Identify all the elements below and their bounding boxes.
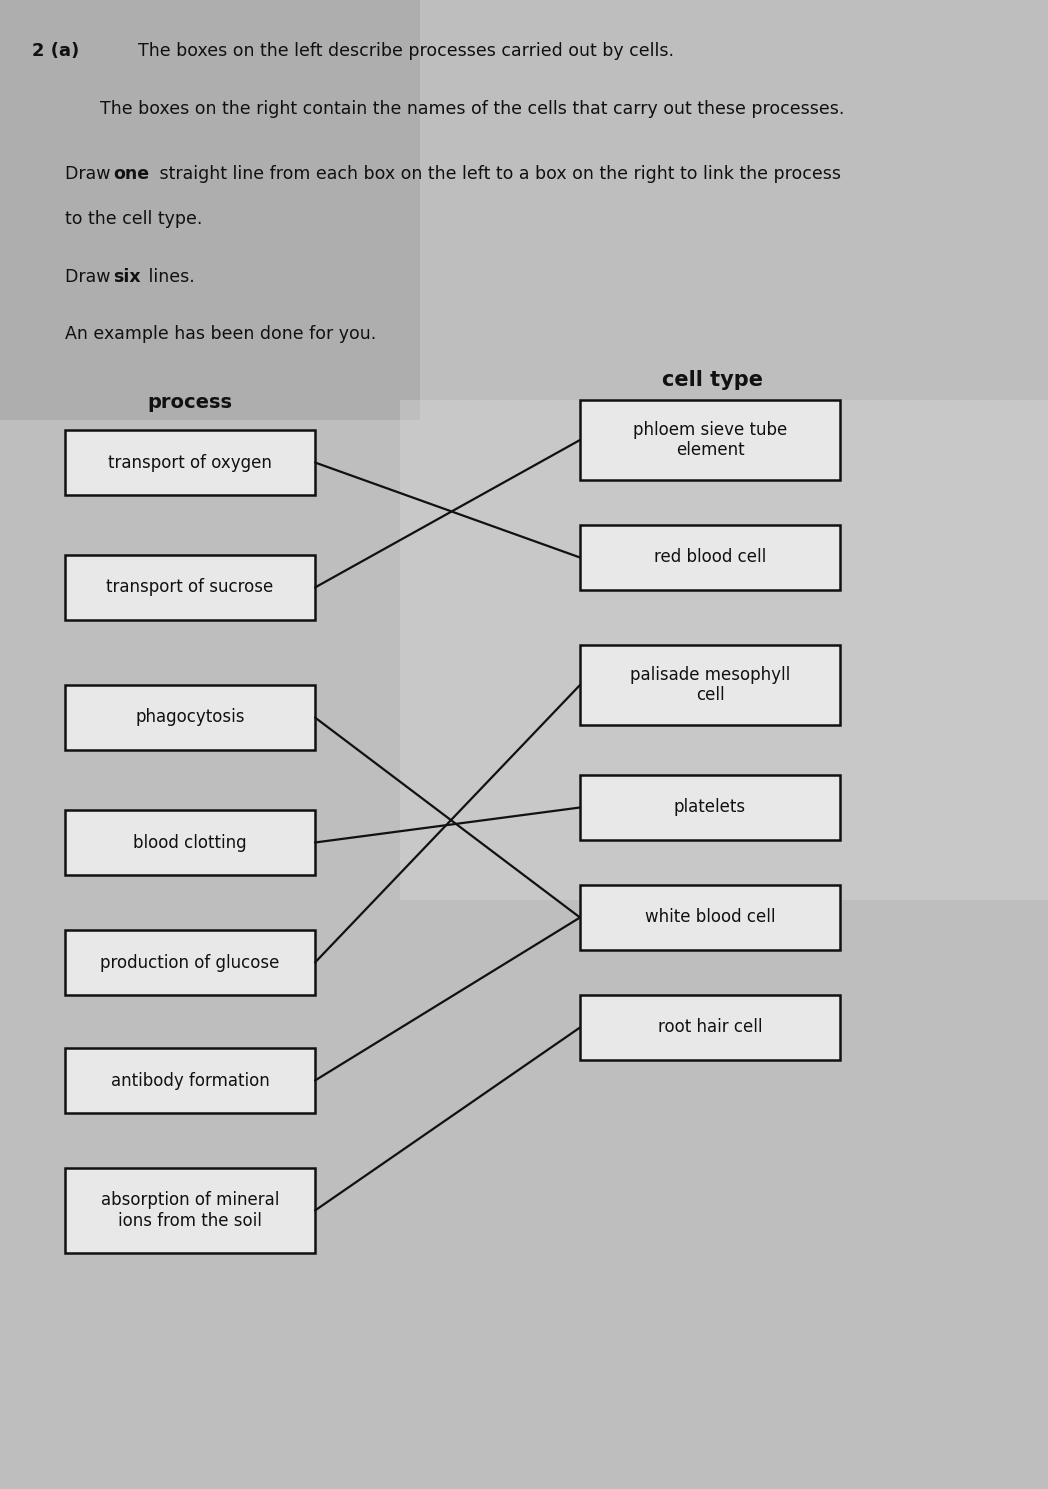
FancyBboxPatch shape <box>65 685 315 750</box>
Text: root hair cell: root hair cell <box>658 1018 762 1036</box>
FancyBboxPatch shape <box>580 526 840 590</box>
Text: The boxes on the left describe processes carried out by cells.: The boxes on the left describe processes… <box>138 42 674 60</box>
FancyBboxPatch shape <box>65 555 315 619</box>
Text: palisade mesophyll
cell: palisade mesophyll cell <box>630 666 790 704</box>
Text: absorption of mineral
ions from the soil: absorption of mineral ions from the soil <box>101 1191 279 1230</box>
Text: 2 (a): 2 (a) <box>32 42 80 60</box>
Text: Draw: Draw <box>65 165 116 183</box>
Text: lines.: lines. <box>143 268 195 286</box>
Text: blood clotting: blood clotting <box>133 834 247 852</box>
Text: one: one <box>113 165 149 183</box>
Text: transport of oxygen: transport of oxygen <box>108 454 271 472</box>
Text: to the cell type.: to the cell type. <box>65 210 202 228</box>
Text: white blood cell: white blood cell <box>645 908 776 926</box>
FancyBboxPatch shape <box>65 810 315 876</box>
Text: platelets: platelets <box>674 798 746 816</box>
Text: red blood cell: red blood cell <box>654 548 766 566</box>
Text: process: process <box>148 393 233 412</box>
Text: production of glucose: production of glucose <box>101 953 280 971</box>
FancyBboxPatch shape <box>580 995 840 1060</box>
Text: cell type: cell type <box>661 369 763 390</box>
FancyBboxPatch shape <box>0 0 420 420</box>
FancyBboxPatch shape <box>65 931 315 995</box>
Text: An example has been done for you.: An example has been done for you. <box>65 325 376 342</box>
FancyBboxPatch shape <box>65 1048 315 1112</box>
FancyBboxPatch shape <box>65 1167 315 1254</box>
Text: Draw: Draw <box>65 268 116 286</box>
Text: straight line from each box on the left to a box on the right to link the proces: straight line from each box on the left … <box>154 165 840 183</box>
FancyBboxPatch shape <box>580 774 840 840</box>
Text: antibody formation: antibody formation <box>111 1072 269 1090</box>
Text: six: six <box>113 268 140 286</box>
FancyBboxPatch shape <box>65 430 315 494</box>
Text: phagocytosis: phagocytosis <box>135 709 245 727</box>
FancyBboxPatch shape <box>580 401 840 479</box>
FancyBboxPatch shape <box>580 884 840 950</box>
Text: The boxes on the right contain the names of the cells that carry out these proce: The boxes on the right contain the names… <box>100 100 845 118</box>
Text: transport of sucrose: transport of sucrose <box>107 579 274 597</box>
FancyBboxPatch shape <box>580 645 840 725</box>
FancyBboxPatch shape <box>400 401 1048 899</box>
Text: phloem sieve tube
element: phloem sieve tube element <box>633 420 787 460</box>
